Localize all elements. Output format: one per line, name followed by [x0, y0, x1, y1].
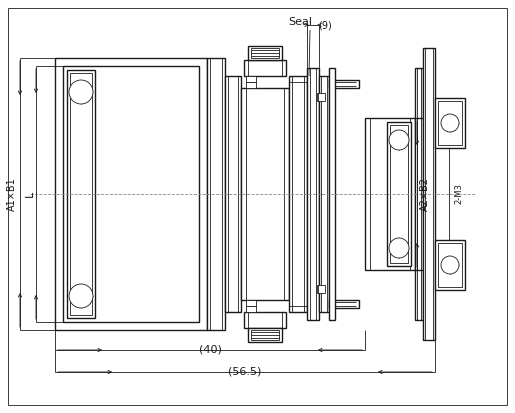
Bar	[387, 122, 411, 266]
Bar	[319, 76, 329, 312]
Circle shape	[441, 114, 459, 132]
Text: (56.5): (56.5)	[228, 367, 262, 377]
Text: A1×B1: A1×B1	[7, 177, 17, 211]
Circle shape	[69, 284, 93, 308]
Bar	[246, 76, 256, 82]
Bar	[244, 60, 286, 76]
Bar	[207, 58, 225, 330]
Bar	[246, 306, 256, 312]
Bar	[246, 82, 256, 88]
Bar	[67, 70, 95, 318]
Bar	[415, 68, 423, 320]
Bar	[55, 58, 207, 330]
Bar	[438, 243, 462, 287]
Bar	[251, 48, 279, 58]
Bar	[423, 48, 435, 340]
Text: 2-M3: 2-M3	[455, 183, 464, 204]
Bar	[63, 66, 199, 322]
Bar	[390, 125, 408, 263]
Text: (40): (40)	[199, 345, 221, 355]
Text: A2×B2: A2×B2	[420, 177, 430, 211]
Bar	[307, 68, 319, 320]
Circle shape	[389, 238, 409, 258]
Bar	[317, 285, 325, 293]
Bar	[317, 93, 325, 101]
Bar	[70, 73, 92, 315]
Text: (9): (9)	[318, 20, 332, 30]
Circle shape	[69, 80, 93, 104]
Bar	[438, 101, 462, 145]
Bar	[248, 46, 282, 60]
Bar	[241, 88, 289, 300]
Circle shape	[441, 256, 459, 274]
Text: L: L	[25, 191, 35, 197]
Bar	[435, 98, 465, 148]
Text: Seal: Seal	[288, 17, 312, 27]
Bar	[225, 76, 241, 312]
Bar	[329, 80, 359, 88]
Bar	[248, 328, 282, 342]
Bar	[251, 330, 279, 340]
Bar	[329, 300, 359, 308]
Bar	[329, 68, 335, 320]
Bar	[289, 76, 307, 312]
Bar	[435, 240, 465, 290]
Bar	[246, 300, 256, 306]
Circle shape	[389, 130, 409, 150]
Bar	[365, 118, 415, 270]
Bar	[244, 312, 286, 328]
